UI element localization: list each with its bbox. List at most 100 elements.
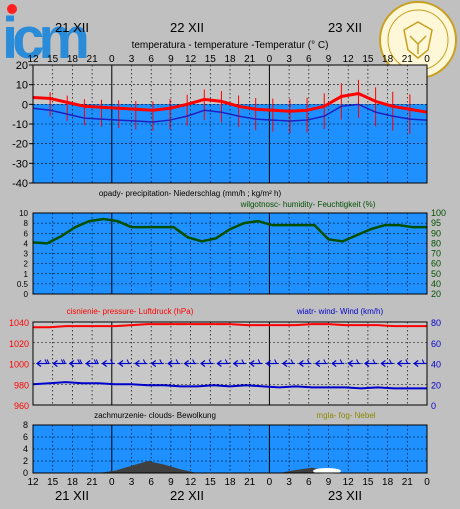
wind-arrow-barb xyxy=(208,359,212,364)
wind-arrow-barb xyxy=(356,359,360,364)
wind-arrow-head xyxy=(200,360,206,367)
wind-arrow-icon xyxy=(380,359,394,367)
hour-tick-label: 21 xyxy=(87,477,99,488)
pressure-title: cisnienie- pressure- Luftdruck (hPa) xyxy=(67,307,194,316)
hour-tick-label: 12 xyxy=(185,477,197,488)
hour-tick-label: 18 xyxy=(67,54,79,65)
wind-arrow-icon xyxy=(413,359,427,367)
y-tick-label: -40 xyxy=(12,178,28,190)
hour-tick-label: 9 xyxy=(168,477,174,488)
hour-tick-label: 18 xyxy=(67,477,79,488)
hour-tick-label: 21 xyxy=(87,54,99,65)
wind-arrow-barb xyxy=(46,359,50,364)
hour-tick-label: 12 xyxy=(27,477,39,488)
icm-logo: icm xyxy=(2,4,92,71)
wind-arrow-icon xyxy=(101,359,115,367)
wind-arrow-icon xyxy=(134,359,148,367)
wind-arrow-head xyxy=(52,360,58,367)
wind-arrow-barb xyxy=(159,359,163,364)
wind-arrow-barb xyxy=(44,359,48,364)
wind-arrow-icon xyxy=(118,359,131,367)
wind-arrow-barb xyxy=(290,359,294,364)
wind-arrow-barb xyxy=(224,359,228,364)
clouds-title: zachmurzenie- clouds- Bewolkung xyxy=(94,411,216,420)
wind-arrow-head xyxy=(347,360,353,367)
wind-arrow-barb xyxy=(79,359,83,364)
y-tick-label: 4 xyxy=(24,239,29,248)
wind-arrow-barb xyxy=(126,359,130,364)
hour-tick-label: 12 xyxy=(343,54,355,65)
hour-tick-label: 6 xyxy=(148,54,154,65)
wind-arrow-barb xyxy=(421,359,425,364)
wind-arrow-barb xyxy=(241,359,245,364)
y-tick-label: -30 xyxy=(12,158,28,170)
wind-arrow-head xyxy=(36,360,42,367)
pressure-wind-panel: 1040 1020 1000 980 960 80 60 40 20 0 xyxy=(9,318,441,411)
y2-tick-label: 100 xyxy=(431,208,446,218)
hour-tick-label: 15 xyxy=(362,54,374,65)
y-tick-label: 8 xyxy=(24,219,29,228)
hour-tick-label: 12 xyxy=(185,54,197,65)
wind-arrow-barb xyxy=(323,359,327,364)
y-tick-label: 1000 xyxy=(9,360,29,370)
hour-tick-label: 0 xyxy=(267,477,273,488)
hour-tick-label: 18 xyxy=(382,54,394,65)
wind-arrow-icon xyxy=(396,359,410,367)
wind-arrow-head xyxy=(282,360,288,367)
wind-arrow-icon xyxy=(36,359,50,367)
dewpoint-line xyxy=(32,103,428,123)
wind-arrow-icon xyxy=(265,359,279,367)
wind-arrow-head xyxy=(331,360,337,367)
day-label-bottom: 22 XII xyxy=(170,488,204,503)
y-tick-label: -20 xyxy=(12,139,28,151)
wind-arrow-head xyxy=(232,360,239,367)
wind-arrow-head xyxy=(380,360,386,367)
wind-arrow-head xyxy=(216,360,222,367)
wind-arrow-icon xyxy=(314,359,328,367)
wind-arrow-barb xyxy=(77,359,81,364)
wind-arrow-icon xyxy=(331,359,345,367)
clouds-panel: 8 6 4 2 0 xyxy=(23,420,428,478)
fog-title: mgla- fog- Nebel xyxy=(316,411,375,420)
wind-arrow-head xyxy=(413,360,419,367)
y-tick-label: 1040 xyxy=(9,318,29,328)
wind-arrow-barb xyxy=(142,359,146,364)
y-tick-label: 0.5 xyxy=(17,280,29,289)
humidity-series xyxy=(32,217,427,245)
clouds-y-axis: 8 6 4 2 0 xyxy=(23,420,28,478)
wind-arrow-barb xyxy=(93,359,97,364)
y2-tick-label: 80 xyxy=(431,238,441,248)
wind-arrow-barb xyxy=(257,359,261,364)
hour-tick-label: 9 xyxy=(168,54,174,65)
y2-tick-label: 70 xyxy=(431,249,441,259)
wind-arrow-head xyxy=(68,360,75,367)
humidity-grid xyxy=(33,213,427,294)
day-label-top: 22 XII xyxy=(170,20,204,35)
wind-arrow-head xyxy=(314,360,321,367)
wind-arrow-head xyxy=(396,360,403,367)
wind-arrow-head xyxy=(134,360,140,367)
y2-tick-label: 40 xyxy=(431,360,441,370)
humidity-line xyxy=(32,217,427,245)
wind-arrow-icon xyxy=(150,359,164,367)
wind-y-axis: 80 60 40 20 0 xyxy=(431,318,441,411)
wind-arrow-head xyxy=(101,360,107,367)
university-seal-icon xyxy=(379,1,457,79)
wind-arrow-head xyxy=(298,360,304,367)
hour-tick-label: 15 xyxy=(47,477,59,488)
hour-tick-label: 3 xyxy=(286,477,292,488)
wind-arrow-icon xyxy=(167,359,181,367)
wind-arrow-head xyxy=(265,360,271,367)
icm-logo-text: icm xyxy=(2,6,86,71)
wind-arrow-icon xyxy=(347,359,361,367)
wind-arrow-barb xyxy=(110,359,114,364)
y-tick-label: 10 xyxy=(16,80,28,92)
hour-tick-label: 21 xyxy=(244,54,256,65)
y-tick-label: 10 xyxy=(19,209,28,218)
wind-arrow-head xyxy=(249,360,255,367)
clouds-grid xyxy=(33,425,427,473)
y-tick-label: 1020 xyxy=(9,339,29,349)
hour-tick-label: 15 xyxy=(205,54,217,65)
wind-arrow-icon xyxy=(249,359,263,367)
y-tick-label: 6 xyxy=(24,229,29,238)
